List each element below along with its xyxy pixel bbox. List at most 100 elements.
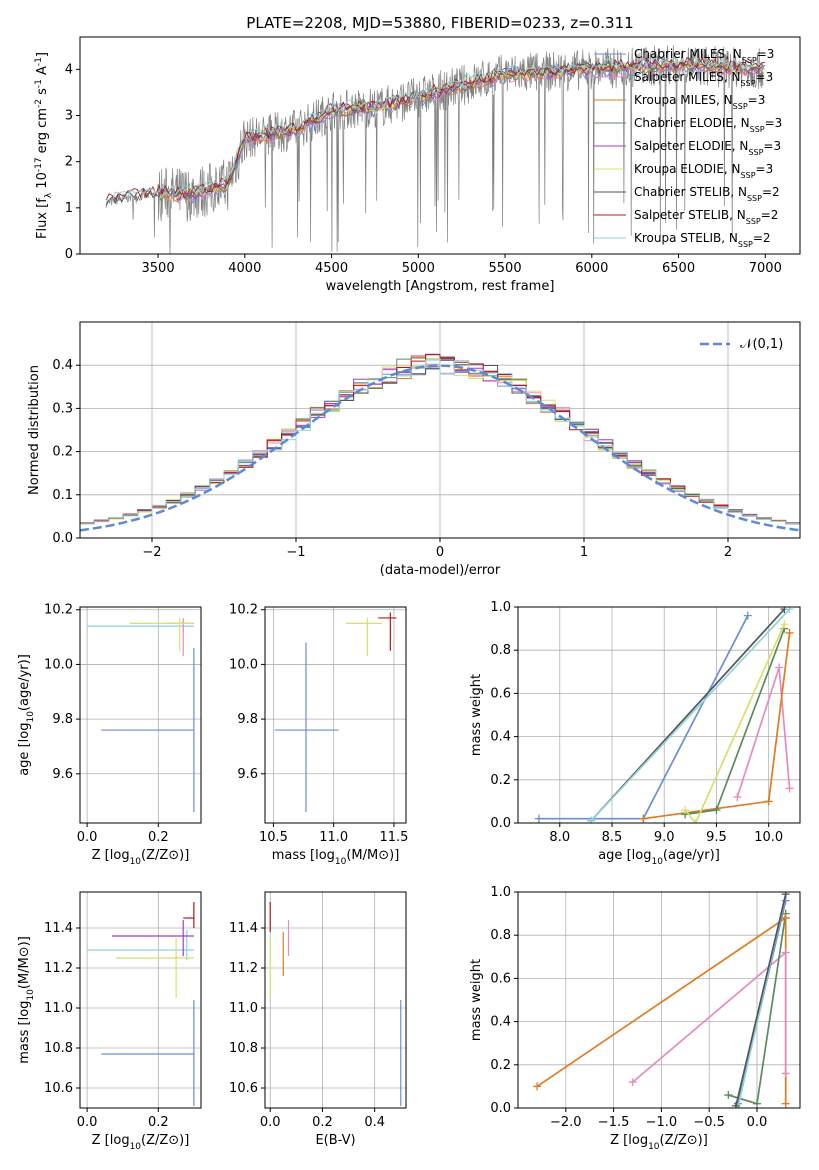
x-tick-label: 6500	[662, 261, 695, 276]
figure-title: PLATE=2208, MJD=53880, FIBERID=0233, z=0…	[246, 14, 633, 32]
x-axis-label: (data-model)/error	[380, 563, 501, 578]
model-spectrum-line	[105, 56, 766, 201]
axes-frame	[79, 36, 801, 255]
y-tick-label: 0.2	[490, 1058, 511, 1073]
age-vs-mass-panel: 10.5 11.0 11.5 9.6 9.8 10.0 10.2 mass [log10(M/…	[229, 603, 408, 867]
mass-weight-point	[785, 607, 794, 614]
x-tick-label: 0.2	[148, 1115, 169, 1130]
plot-area	[274, 612, 397, 813]
mass-weight-point	[785, 628, 794, 637]
legend-label: Chabrier ELODIE, NSSP=3	[634, 116, 782, 134]
axes-frame	[79, 891, 202, 1109]
y-axis-label: mass [log10(M/M⊙)]	[17, 936, 36, 1064]
x-axis-label: Z [log10(Z/Z⊙)]	[92, 1133, 190, 1152]
y-tick-label: 11.2	[44, 961, 73, 976]
y-tick-label: 1	[65, 201, 73, 216]
normal-reference-curve	[80, 364, 800, 532]
y-tick-label: 1.0	[490, 885, 511, 900]
plot-area	[87, 617, 195, 813]
x-axis-label: Z [log10(Z/Z⊙)]	[610, 1133, 708, 1152]
residual-histogram-step	[80, 359, 800, 525]
legend-label: Chabrier MILES, NSSP=3	[634, 47, 774, 65]
x-tick-label: −1.0	[646, 1115, 678, 1130]
y-tick-label: 10.0	[44, 657, 73, 672]
mass-weight-point	[780, 620, 789, 629]
mass-weight-point	[764, 797, 773, 806]
mass-vs-ebv-panel: 0.0 0.2 0.4 10.6 10.8 11.0 11.2 11.4 E(B-V)	[229, 891, 407, 1148]
x-tick-label: 0.0	[260, 1115, 281, 1130]
plot-area	[80, 353, 800, 532]
mass-weight-line	[684, 623, 786, 823]
axes-frame	[264, 891, 407, 1109]
x-tick-label: 0.0	[77, 1115, 98, 1130]
y-tick-label: 10.2	[44, 603, 73, 618]
y-axis-label: mass weight	[469, 959, 484, 1041]
mass-weight-point	[731, 1101, 740, 1108]
y-tick-label: 0.3	[52, 401, 73, 416]
axes-frame	[79, 606, 202, 824]
x-tick-label: 0.0	[747, 1115, 768, 1130]
x-tick-label: 6000	[575, 261, 608, 276]
x-tick-label: 10.5	[259, 830, 288, 845]
plot-area	[105, 45, 766, 254]
x-tick-label: −2.0	[550, 1115, 582, 1130]
y-tick-label: 0	[65, 247, 73, 262]
x-tick-label: 4000	[228, 261, 261, 276]
mass-weight-point	[534, 814, 543, 823]
mass-weight-point	[781, 1099, 790, 1108]
x-axis-label: mass [log10(M/M⊙)]	[272, 848, 400, 867]
y-axis-label: age [log10(age/yr)]	[17, 654, 36, 776]
x-tick-label: 3500	[142, 261, 175, 276]
x-axis-label: age [log10(age/yr)]	[598, 848, 720, 867]
y-tick-label: 10.8	[229, 1041, 258, 1056]
x-tick-label: 5500	[489, 261, 522, 276]
residual-histogram-panel: −2 −1 0 1 2 0.0 0.1 0.2 0.3 0.4 (data-model)/error…	[27, 321, 801, 578]
y-tick-label: 10.0	[229, 657, 258, 672]
y-tick-label: 10.6	[44, 1081, 73, 1096]
x-tick-label: 5000	[402, 261, 435, 276]
y-tick-label: 4	[65, 62, 73, 77]
x-tick-label: −2	[142, 545, 161, 560]
y-tick-label: 11.0	[229, 1001, 258, 1016]
model-spectrum-line	[157, 61, 765, 203]
axes-frame	[517, 891, 801, 1109]
mass-weight-point	[781, 1069, 790, 1078]
mass-weight-line	[536, 917, 787, 1088]
y-tick-label: 0.1	[52, 488, 73, 503]
x-tick-label: 11.0	[319, 830, 348, 845]
x-tick-label: 11.5	[379, 830, 408, 845]
x-tick-label: 4500	[315, 261, 348, 276]
mass-weight-point	[691, 819, 700, 823]
x-tick-label: 0.2	[312, 1115, 333, 1130]
y-tick-label: 10.8	[44, 1041, 73, 1056]
y-tick-label: 0.2	[52, 445, 73, 460]
legend-label: Kroupa ELODIE, NSSP=3	[634, 162, 773, 180]
x-tick-label: 2	[724, 545, 732, 560]
y-tick-label: 9.6	[52, 767, 73, 782]
mass-weight-point	[781, 913, 790, 922]
x-tick-label: 7000	[749, 261, 782, 276]
mass-weight-point	[681, 806, 690, 815]
y-axis-label: mass weight	[469, 674, 484, 756]
x-tick-label: 0.0	[77, 830, 98, 845]
y-tick-label: 0.4	[490, 730, 511, 745]
plot-area	[534, 607, 794, 823]
mass-weight-point	[628, 1078, 637, 1087]
x-tick-label: 9.0	[654, 830, 675, 845]
y-tick-label: 10.2	[229, 603, 258, 618]
y-tick-label: 11.0	[44, 1001, 73, 1016]
legend-label: 𝒩(0,1)	[740, 337, 783, 352]
plot-area	[87, 902, 195, 1106]
mass-weight-point	[781, 892, 790, 899]
y-tick-label: 11.2	[229, 961, 258, 976]
x-tick-label: −1	[286, 545, 305, 560]
x-axis-label: wavelength [Angstrom, rest frame]	[326, 279, 555, 294]
x-tick-label: 8.0	[549, 830, 570, 845]
x-tick-label: 9.5	[706, 830, 727, 845]
y-tick-label: 10.6	[229, 1081, 258, 1096]
y-tick-label: 0.0	[490, 1101, 511, 1116]
x-tick-label: 10.0	[754, 830, 783, 845]
y-tick-label: 0.8	[490, 643, 511, 658]
y-tick-label: 0.4	[52, 358, 73, 373]
